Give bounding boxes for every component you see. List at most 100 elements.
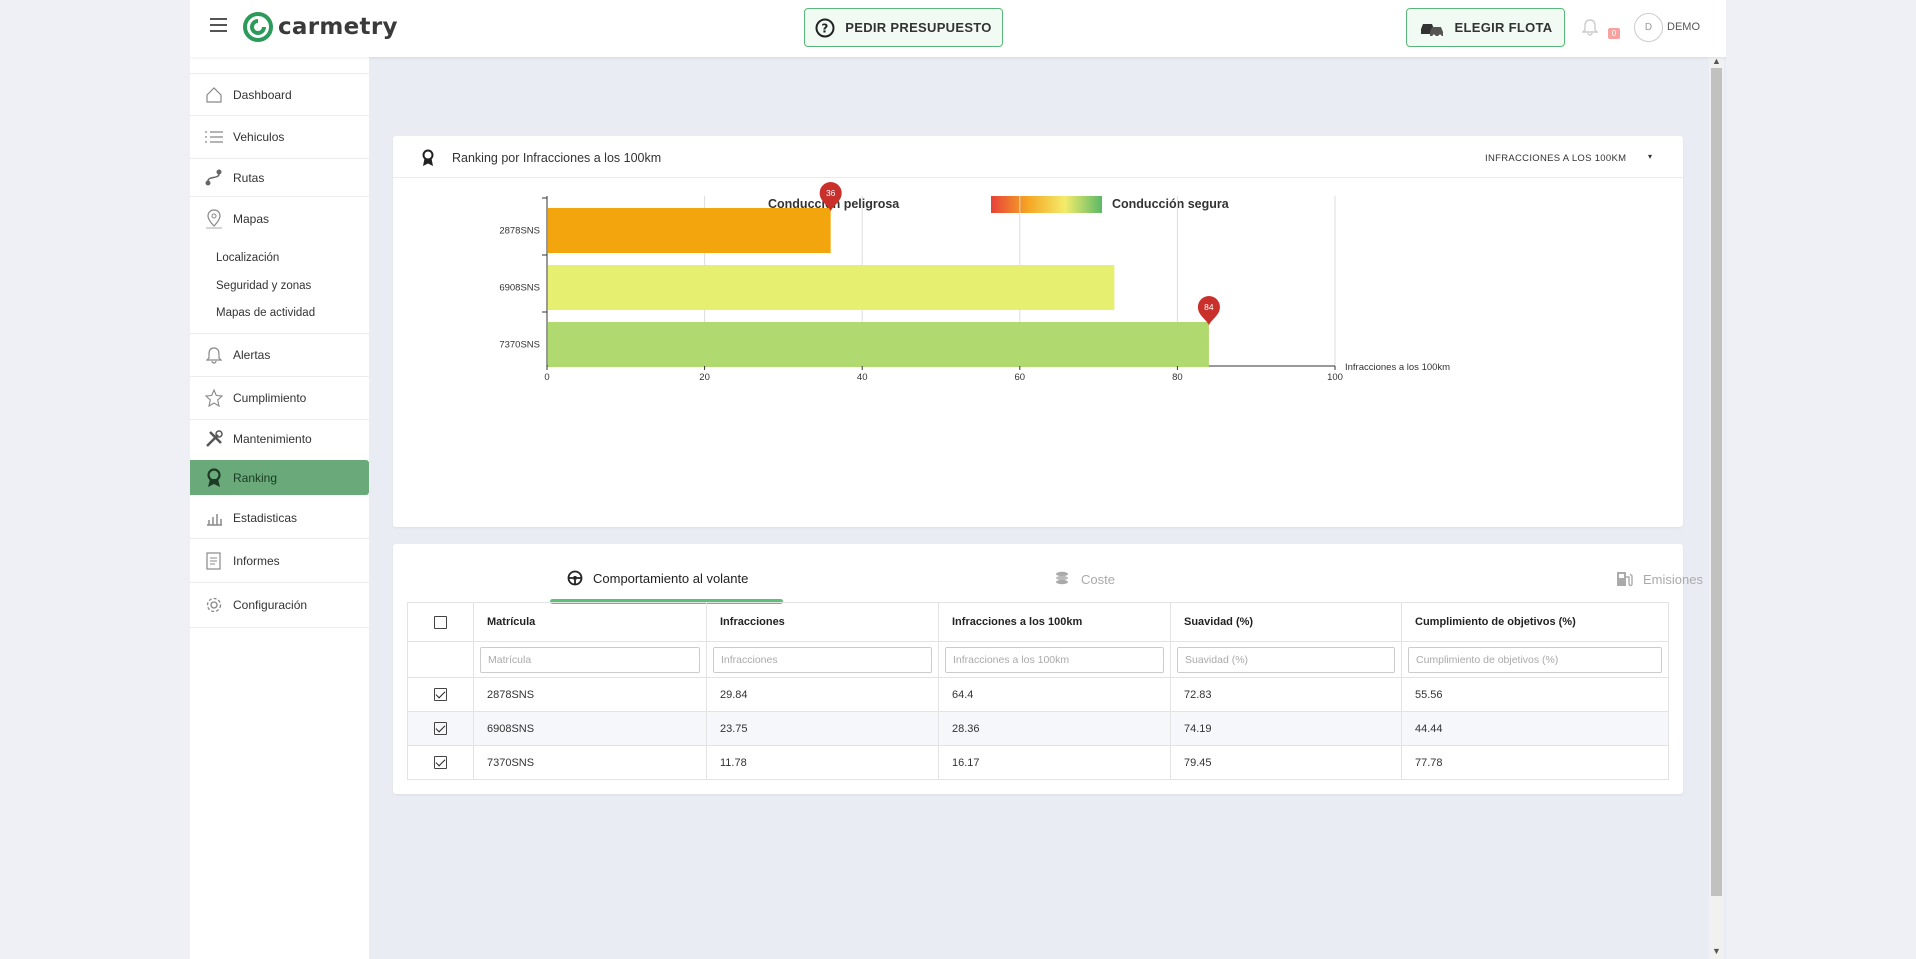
page-scrollbar[interactable]: ▲ ▼ (1709, 56, 1724, 959)
filter-cell (473, 641, 707, 678)
sidebar-item-ranking[interactable]: Ranking (190, 460, 369, 495)
x-tick-label: 60 (1015, 372, 1026, 383)
sidebar-item-label: Cumplimiento (233, 391, 307, 405)
table-cell: 23.75 (706, 711, 939, 746)
infracciones-100km-filter-input[interactable] (945, 646, 1164, 673)
sidebar-subitem-localizacion[interactable]: Localización (216, 252, 280, 264)
sidebar: Dashboard Vehiculos Rutas Mapas Localiza… (190, 57, 369, 959)
filter-cell (1401, 641, 1669, 678)
column-header[interactable]: Infracciones a los 100km (938, 602, 1171, 642)
sidebar-item-vehiculos[interactable]: Vehiculos (190, 116, 369, 159)
active-tab-indicator (550, 599, 783, 604)
column-header[interactable]: Matrícula (473, 602, 707, 642)
sidebar-item-estadisticas[interactable]: Estadisticas (190, 497, 369, 539)
quote-button[interactable]: ? PEDIR PRESUPUESTO (804, 8, 1003, 47)
tab-label: Coste (1081, 571, 1115, 587)
legend-gradient (991, 196, 1102, 213)
sidebar-item-alertas[interactable]: Alertas (190, 333, 369, 377)
choose-fleet-button[interactable]: ELEGIR FLOTA (1406, 8, 1565, 47)
sidebar-subitem-seguridad[interactable]: Seguridad y zonas (216, 280, 312, 292)
bar (548, 322, 1209, 367)
avatar[interactable]: D (1634, 13, 1663, 42)
sidebar-item-mantenimiento[interactable]: Mantenimiento (190, 420, 369, 458)
x-tick-label: 0 (544, 372, 549, 383)
home-icon (204, 85, 224, 105)
row-checkbox[interactable] (434, 688, 447, 701)
quote-button-label: PEDIR PRESUPUESTO (845, 20, 992, 35)
suavidad-filter-input[interactable] (1177, 646, 1395, 673)
sidebar-item-configuracion[interactable]: Configuración (190, 583, 369, 628)
chart-title: Ranking por Infracciones a los 100km (452, 151, 662, 165)
cumplimiento-filter-input[interactable] (1408, 646, 1662, 673)
x-tick-label: 100 (1327, 372, 1343, 383)
table-cell: 11.78 (706, 745, 939, 780)
cars-icon (1420, 23, 1443, 37)
sidebar-subitem-mapas-actividad[interactable]: Mapas de actividad (216, 307, 316, 319)
tab-emisiones[interactable]: Emisiones (1615, 570, 1703, 588)
scrollbar-thumb[interactable] (1711, 68, 1722, 896)
notifications-bell-icon[interactable] (1582, 18, 1598, 36)
table-cell: 72.83 (1170, 677, 1402, 712)
column-header[interactable]: Cumplimiento de objetivos (%) (1401, 602, 1669, 642)
value-marker-pin (819, 182, 842, 211)
ranking-chart-card: Ranking por Infracciones a los 100km INF… (393, 136, 1683, 527)
sidebar-item-label: Configuración (233, 598, 308, 612)
report-icon (204, 551, 224, 571)
matricula-filter-input[interactable] (480, 646, 700, 673)
sidebar-item-informes[interactable]: Informes (190, 539, 369, 583)
tab-comportamiento[interactable]: Comportamiento al volante (567, 570, 748, 586)
user-name[interactable]: DEMO (1667, 21, 1700, 33)
filter-cell (706, 641, 939, 678)
choose-fleet-label: ELEGIR FLOTA (1454, 20, 1553, 35)
sidebar-item-dashboard[interactable]: Dashboard (190, 73, 369, 116)
table-cell: 77.78 (1401, 745, 1669, 780)
map-pin-icon (204, 208, 224, 229)
row-checkbox[interactable] (434, 722, 447, 735)
table-row[interactable]: 2878SNS 29.84 64.4 72.83 55.56 (407, 677, 1669, 712)
tab-label: Emisiones (1643, 571, 1703, 587)
filter-row (407, 641, 1669, 678)
bar-chart-icon (204, 508, 224, 528)
column-header[interactable]: Suavidad (%) (1170, 602, 1402, 642)
sidebar-item-label: Mapas (233, 211, 270, 226)
ranking-table: Matrícula Infracciones Infracciones a lo… (407, 602, 1669, 780)
caret-down-icon[interactable]: ▾ (1648, 152, 1653, 161)
medal-icon (422, 149, 434, 166)
menu-icon[interactable] (210, 18, 227, 32)
value-marker-pin (1197, 296, 1220, 325)
table-row[interactable]: 6908SNS 23.75 28.36 74.19 44.44 (407, 711, 1669, 746)
table-cell: 55.56 (1401, 677, 1669, 712)
scroll-down-arrow-icon[interactable]: ▼ (1712, 946, 1721, 956)
star-icon (204, 388, 224, 408)
question-icon: ? (815, 18, 835, 37)
infracciones-filter-input[interactable] (713, 646, 932, 673)
steering-wheel-icon (567, 570, 583, 586)
sidebar-item-rutas[interactable]: Rutas (190, 159, 369, 197)
row-select-cell (407, 677, 474, 712)
bell-icon (204, 345, 224, 365)
table-header-row: Matrícula Infracciones Infracciones a lo… (407, 602, 1669, 642)
scroll-up-arrow-icon[interactable]: ▲ (1712, 56, 1721, 66)
tools-icon (204, 429, 224, 449)
metric-dropdown[interactable]: INFRACCIONES A LOS 100KM (1485, 153, 1627, 164)
gear-icon (204, 595, 224, 615)
select-all-checkbox[interactable] (434, 615, 447, 629)
table-cell: 7370SNS (473, 745, 707, 780)
sidebar-item-mapas[interactable]: Mapas (190, 197, 369, 240)
coins-icon (1056, 571, 1068, 585)
sidebar-item-cumplimiento[interactable]: Cumplimiento (190, 377, 369, 420)
row-checkbox[interactable] (434, 756, 447, 769)
table-cell: 44.44 (1401, 711, 1669, 746)
table-row[interactable]: 7370SNS 11.78 16.17 79.45 77.78 (407, 745, 1669, 780)
logo[interactable]: carmetry (242, 11, 398, 43)
table-cell: 16.17 (938, 745, 1171, 780)
y-tick-label: 6908SNS (499, 283, 540, 294)
tab-coste[interactable]: Coste (1053, 570, 1115, 588)
row-select-cell (407, 711, 474, 746)
carmetry-logo-icon (243, 12, 273, 42)
svg-text:?: ? (822, 21, 829, 35)
sidebar-item-label: Mantenimiento (233, 432, 312, 446)
x-tick-label: 20 (699, 372, 710, 383)
column-header[interactable]: Infracciones (706, 602, 939, 642)
top-bar: carmetry ? PEDIR PRESUPUESTO ELEGIR FLOT… (190, 0, 1726, 57)
